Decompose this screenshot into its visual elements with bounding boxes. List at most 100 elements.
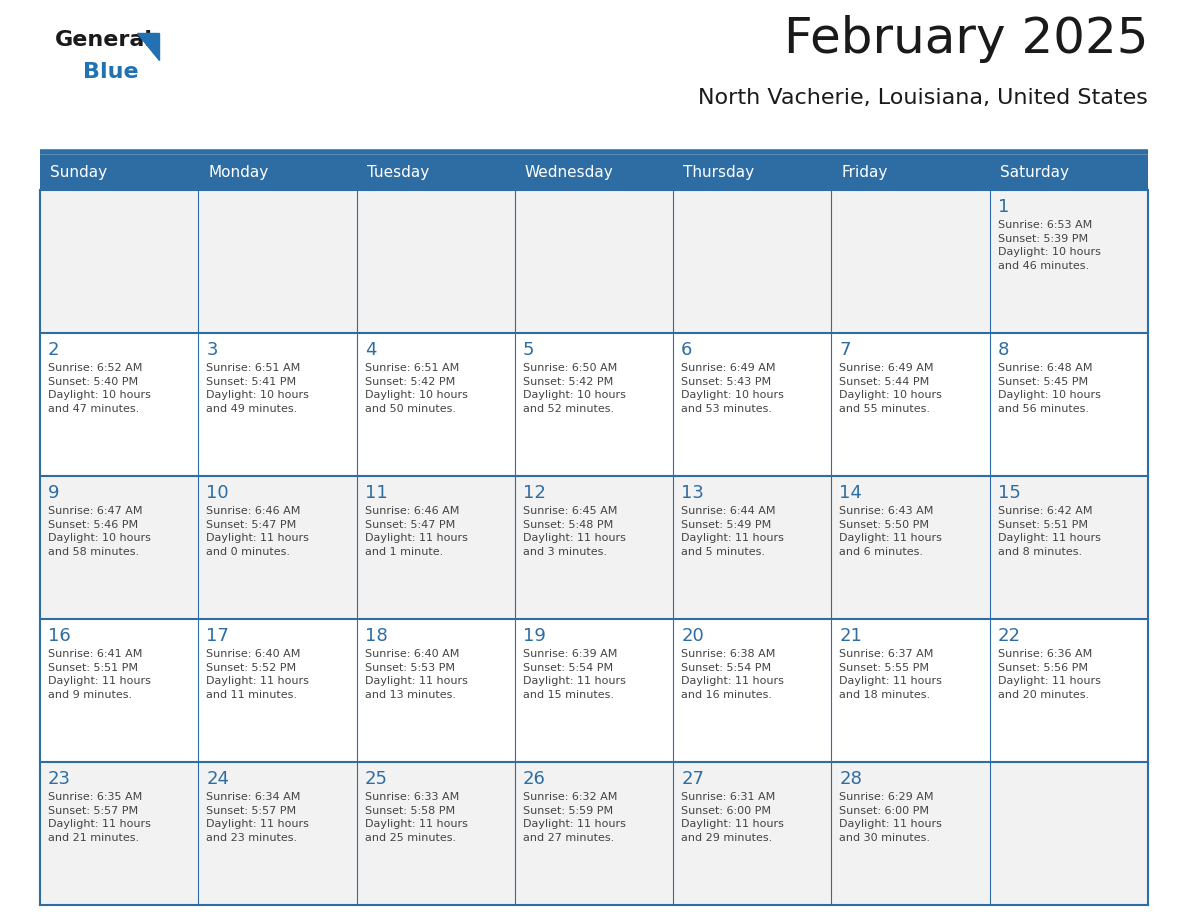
Bar <box>198 619 356 762</box>
Bar <box>198 190 356 333</box>
Text: Sunrise: 6:45 AM
Sunset: 5:48 PM
Daylight: 11 hours
and 3 minutes.: Sunrise: 6:45 AM Sunset: 5:48 PM Dayligh… <box>523 506 626 557</box>
Bar <box>40 190 198 333</box>
Text: 16: 16 <box>48 627 71 645</box>
Text: 18: 18 <box>365 627 387 645</box>
Text: 2: 2 <box>48 341 59 359</box>
Text: Sunrise: 6:40 AM
Sunset: 5:52 PM
Daylight: 11 hours
and 11 minutes.: Sunrise: 6:40 AM Sunset: 5:52 PM Dayligh… <box>207 649 309 700</box>
Text: 17: 17 <box>207 627 229 645</box>
Bar <box>356 333 514 476</box>
Bar <box>990 762 1148 905</box>
Bar <box>40 762 198 905</box>
Text: 9: 9 <box>48 484 59 502</box>
Bar <box>990 619 1148 762</box>
Bar <box>990 190 1148 333</box>
Text: 1: 1 <box>998 198 1009 216</box>
Text: 14: 14 <box>840 484 862 502</box>
Bar <box>832 476 990 619</box>
Text: 8: 8 <box>998 341 1009 359</box>
Bar <box>514 190 674 333</box>
Text: 26: 26 <box>523 770 545 788</box>
Bar <box>356 476 514 619</box>
Bar <box>198 762 356 905</box>
Text: 11: 11 <box>365 484 387 502</box>
Bar <box>514 333 674 476</box>
Bar <box>990 333 1148 476</box>
Text: Thursday: Thursday <box>683 165 754 180</box>
Text: 3: 3 <box>207 341 217 359</box>
Text: 25: 25 <box>365 770 387 788</box>
Text: Sunrise: 6:48 AM
Sunset: 5:45 PM
Daylight: 10 hours
and 56 minutes.: Sunrise: 6:48 AM Sunset: 5:45 PM Dayligh… <box>998 363 1100 414</box>
Text: 7: 7 <box>840 341 851 359</box>
Text: 20: 20 <box>681 627 704 645</box>
Bar <box>356 762 514 905</box>
Text: Sunrise: 6:40 AM
Sunset: 5:53 PM
Daylight: 11 hours
and 13 minutes.: Sunrise: 6:40 AM Sunset: 5:53 PM Dayligh… <box>365 649 467 700</box>
Text: Sunrise: 6:42 AM
Sunset: 5:51 PM
Daylight: 11 hours
and 8 minutes.: Sunrise: 6:42 AM Sunset: 5:51 PM Dayligh… <box>998 506 1100 557</box>
Text: Sunrise: 6:49 AM
Sunset: 5:44 PM
Daylight: 10 hours
and 55 minutes.: Sunrise: 6:49 AM Sunset: 5:44 PM Dayligh… <box>840 363 942 414</box>
Bar <box>514 619 674 762</box>
Bar <box>674 619 832 762</box>
Text: Saturday: Saturday <box>1000 165 1069 180</box>
Text: Sunrise: 6:44 AM
Sunset: 5:49 PM
Daylight: 11 hours
and 5 minutes.: Sunrise: 6:44 AM Sunset: 5:49 PM Dayligh… <box>681 506 784 557</box>
Text: 28: 28 <box>840 770 862 788</box>
Text: Sunrise: 6:51 AM
Sunset: 5:42 PM
Daylight: 10 hours
and 50 minutes.: Sunrise: 6:51 AM Sunset: 5:42 PM Dayligh… <box>365 363 467 414</box>
Text: Blue: Blue <box>83 62 139 82</box>
Text: 10: 10 <box>207 484 229 502</box>
Bar <box>40 476 198 619</box>
Text: Sunrise: 6:37 AM
Sunset: 5:55 PM
Daylight: 11 hours
and 18 minutes.: Sunrise: 6:37 AM Sunset: 5:55 PM Dayligh… <box>840 649 942 700</box>
Text: North Vacherie, Louisiana, United States: North Vacherie, Louisiana, United States <box>699 88 1148 108</box>
Bar <box>674 476 832 619</box>
Bar <box>40 333 198 476</box>
Text: 19: 19 <box>523 627 545 645</box>
Text: Sunrise: 6:31 AM
Sunset: 6:00 PM
Daylight: 11 hours
and 29 minutes.: Sunrise: 6:31 AM Sunset: 6:00 PM Dayligh… <box>681 792 784 843</box>
Bar <box>674 333 832 476</box>
Text: Sunrise: 6:49 AM
Sunset: 5:43 PM
Daylight: 10 hours
and 53 minutes.: Sunrise: 6:49 AM Sunset: 5:43 PM Dayligh… <box>681 363 784 414</box>
Bar <box>356 190 514 333</box>
Text: Sunrise: 6:46 AM
Sunset: 5:47 PM
Daylight: 11 hours
and 0 minutes.: Sunrise: 6:46 AM Sunset: 5:47 PM Dayligh… <box>207 506 309 557</box>
Text: 12: 12 <box>523 484 545 502</box>
Bar <box>514 476 674 619</box>
Bar <box>990 476 1148 619</box>
Bar <box>832 333 990 476</box>
Bar <box>40 155 1148 190</box>
Text: General: General <box>55 30 153 50</box>
Bar <box>40 619 198 762</box>
Text: Sunrise: 6:53 AM
Sunset: 5:39 PM
Daylight: 10 hours
and 46 minutes.: Sunrise: 6:53 AM Sunset: 5:39 PM Dayligh… <box>998 220 1100 271</box>
Text: Sunrise: 6:36 AM
Sunset: 5:56 PM
Daylight: 11 hours
and 20 minutes.: Sunrise: 6:36 AM Sunset: 5:56 PM Dayligh… <box>998 649 1100 700</box>
Text: Sunday: Sunday <box>50 165 107 180</box>
Text: Sunrise: 6:35 AM
Sunset: 5:57 PM
Daylight: 11 hours
and 21 minutes.: Sunrise: 6:35 AM Sunset: 5:57 PM Dayligh… <box>48 792 151 843</box>
Bar <box>198 476 356 619</box>
Text: Tuesday: Tuesday <box>367 165 429 180</box>
Bar <box>198 333 356 476</box>
Text: Sunrise: 6:43 AM
Sunset: 5:50 PM
Daylight: 11 hours
and 6 minutes.: Sunrise: 6:43 AM Sunset: 5:50 PM Dayligh… <box>840 506 942 557</box>
Text: Sunrise: 6:39 AM
Sunset: 5:54 PM
Daylight: 11 hours
and 15 minutes.: Sunrise: 6:39 AM Sunset: 5:54 PM Dayligh… <box>523 649 626 700</box>
Bar <box>832 762 990 905</box>
Text: 15: 15 <box>998 484 1020 502</box>
Text: Sunrise: 6:50 AM
Sunset: 5:42 PM
Daylight: 10 hours
and 52 minutes.: Sunrise: 6:50 AM Sunset: 5:42 PM Dayligh… <box>523 363 626 414</box>
Text: Sunrise: 6:38 AM
Sunset: 5:54 PM
Daylight: 11 hours
and 16 minutes.: Sunrise: 6:38 AM Sunset: 5:54 PM Dayligh… <box>681 649 784 700</box>
Text: Sunrise: 6:51 AM
Sunset: 5:41 PM
Daylight: 10 hours
and 49 minutes.: Sunrise: 6:51 AM Sunset: 5:41 PM Dayligh… <box>207 363 309 414</box>
Text: Sunrise: 6:46 AM
Sunset: 5:47 PM
Daylight: 11 hours
and 1 minute.: Sunrise: 6:46 AM Sunset: 5:47 PM Dayligh… <box>365 506 467 557</box>
Text: Sunrise: 6:47 AM
Sunset: 5:46 PM
Daylight: 10 hours
and 58 minutes.: Sunrise: 6:47 AM Sunset: 5:46 PM Dayligh… <box>48 506 151 557</box>
Bar <box>832 190 990 333</box>
Text: Friday: Friday <box>841 165 887 180</box>
Text: 13: 13 <box>681 484 704 502</box>
Bar <box>674 190 832 333</box>
Text: 27: 27 <box>681 770 704 788</box>
Bar <box>674 762 832 905</box>
Text: 4: 4 <box>365 341 377 359</box>
Text: Sunrise: 6:41 AM
Sunset: 5:51 PM
Daylight: 11 hours
and 9 minutes.: Sunrise: 6:41 AM Sunset: 5:51 PM Dayligh… <box>48 649 151 700</box>
Polygon shape <box>137 33 159 60</box>
Text: Sunrise: 6:29 AM
Sunset: 6:00 PM
Daylight: 11 hours
and 30 minutes.: Sunrise: 6:29 AM Sunset: 6:00 PM Dayligh… <box>840 792 942 843</box>
Bar <box>832 619 990 762</box>
Text: 5: 5 <box>523 341 535 359</box>
Bar <box>356 619 514 762</box>
Text: Wednesday: Wednesday <box>525 165 614 180</box>
Text: Sunrise: 6:32 AM
Sunset: 5:59 PM
Daylight: 11 hours
and 27 minutes.: Sunrise: 6:32 AM Sunset: 5:59 PM Dayligh… <box>523 792 626 843</box>
Text: Sunrise: 6:34 AM
Sunset: 5:57 PM
Daylight: 11 hours
and 23 minutes.: Sunrise: 6:34 AM Sunset: 5:57 PM Dayligh… <box>207 792 309 843</box>
Text: 22: 22 <box>998 627 1020 645</box>
Text: Monday: Monday <box>208 165 268 180</box>
Bar <box>514 762 674 905</box>
Text: Sunrise: 6:33 AM
Sunset: 5:58 PM
Daylight: 11 hours
and 25 minutes.: Sunrise: 6:33 AM Sunset: 5:58 PM Dayligh… <box>365 792 467 843</box>
Text: 23: 23 <box>48 770 71 788</box>
Text: Sunrise: 6:52 AM
Sunset: 5:40 PM
Daylight: 10 hours
and 47 minutes.: Sunrise: 6:52 AM Sunset: 5:40 PM Dayligh… <box>48 363 151 414</box>
